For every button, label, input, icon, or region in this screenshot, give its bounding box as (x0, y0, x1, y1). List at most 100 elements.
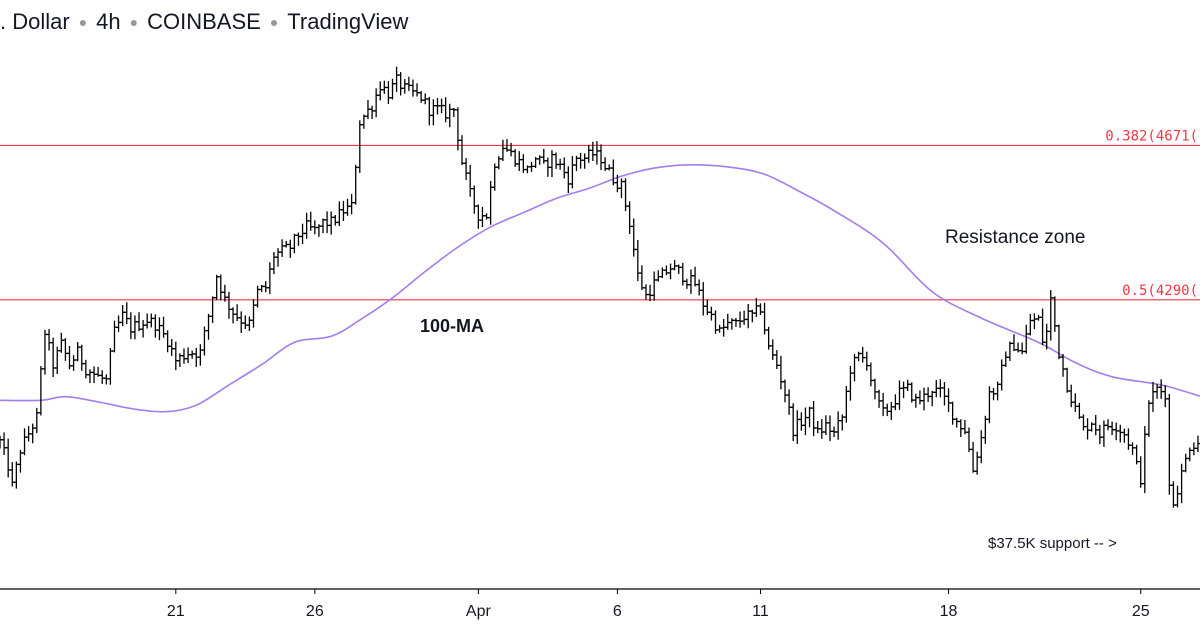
ohlc-bar (46, 329, 52, 351)
ohlc-bar (1179, 463, 1185, 504)
ohlc-bar (753, 297, 759, 317)
ohlc-bar (75, 342, 81, 362)
ohlc-bar (659, 267, 665, 278)
header-separator: ● (269, 14, 279, 30)
ohlc-bar (226, 291, 232, 319)
ohlc-bar (921, 387, 927, 411)
ohlc-bar (0, 435, 3, 449)
ohlc-bar (917, 390, 923, 405)
ohlc-bar (745, 303, 751, 329)
ohlc-bar (945, 388, 952, 413)
ohlc-bar (565, 166, 571, 194)
ohlc-bar (1011, 334, 1017, 352)
ohlc-bar (798, 412, 804, 431)
x-tick-label: 21 (167, 603, 185, 620)
ohlc-bar (774, 350, 780, 370)
ohlc-bar (982, 415, 988, 445)
ohlc-bar (1019, 342, 1025, 355)
provider-label: TradingView (287, 9, 409, 34)
ohlc-bars (0, 66, 1200, 508)
ohlc-bar (328, 211, 334, 235)
ohlc-bar (455, 107, 461, 151)
ohlc-bar (263, 281, 269, 293)
ohlc-bar (250, 299, 257, 328)
ohlc-bar (111, 320, 118, 353)
ohlc-bar (234, 304, 240, 321)
ohlc-bar (876, 389, 882, 408)
ohlc-bar (430, 99, 436, 126)
ma-100-line (0, 164, 1200, 413)
ohlc-bar (205, 313, 212, 340)
ohlc-bar (643, 284, 649, 300)
ohlc-bar (553, 152, 559, 169)
header-separator: ● (78, 14, 88, 30)
moving-average-layer (0, 164, 1200, 413)
ohlc-bar (847, 365, 854, 401)
ohlc-bar (733, 317, 739, 327)
ohlc-bar (1097, 424, 1103, 445)
interval-label[interactable]: 4h (96, 9, 121, 34)
ohlc-bar (496, 156, 502, 170)
ohlc-bar (398, 72, 404, 96)
symbol-title[interactable]: . Dollar (0, 9, 70, 34)
ohlc-bar (222, 284, 228, 302)
ohlc-bar (655, 270, 661, 282)
ohlc-bar (811, 401, 817, 437)
ohlc-bar (1109, 421, 1115, 436)
ohlc-bar (230, 307, 236, 324)
ohlc-bar (500, 139, 506, 162)
ohlc-bar (635, 239, 641, 282)
ohlc-bar (598, 144, 604, 171)
ohlc-bar (582, 153, 588, 169)
ohlc-bar (471, 185, 477, 214)
fib-levels: 0.382(4671(0.5(4290( (0, 128, 1200, 301)
ohlc-bar (50, 337, 56, 377)
ohlc-bar (725, 313, 731, 330)
ohlc-bar (700, 282, 706, 316)
ohlc-bar (165, 330, 171, 353)
ohlc-bar (708, 306, 715, 321)
ohlc-bar (357, 120, 363, 173)
chart-header: . Dollar ● 4h ● COINBASE ● TradingView (0, 4, 408, 40)
ohlc-bar (483, 213, 490, 220)
ohlc-bar (1072, 393, 1078, 412)
ohlc-bar (884, 403, 890, 417)
ohlc-bar (676, 264, 682, 274)
ohlc-bar (418, 91, 424, 103)
ohlc-bar (827, 415, 833, 442)
ohlc-bar (741, 310, 747, 325)
ohlc-bar (770, 339, 776, 360)
ohlc-bar (1068, 384, 1074, 408)
ohlc-bar (672, 259, 678, 271)
ohlc-bar (107, 348, 113, 385)
ohlc-bar (688, 269, 694, 294)
ohlc-bar (716, 324, 723, 333)
ohlc-bar (349, 194, 355, 215)
ohlc-bar (169, 339, 175, 356)
ohlc-bar (13, 461, 19, 489)
ohlc-bar (696, 279, 702, 296)
ohlc-bar (586, 144, 592, 163)
x-axis-ticks: 21 26 Apr 6 11 18 25 (167, 589, 1150, 620)
ohlc-bar (320, 218, 326, 234)
annotations: Resistance zone 100-MA $37.5K support -- > (420, 227, 1117, 552)
ohlc-bar (189, 350, 195, 359)
ohlc-bar (1117, 424, 1123, 443)
ohlc-bar (1154, 383, 1160, 399)
ohlc-bar (1187, 447, 1193, 462)
ohlc-bar (1142, 426, 1148, 494)
ohlc-bar (291, 233, 297, 254)
ohlc-bar (340, 200, 347, 221)
ohlc-bar (684, 278, 690, 289)
ohlc-bar (1003, 351, 1009, 367)
ohlc-bar (569, 156, 576, 189)
ohlc-bar (1101, 420, 1107, 447)
ohlc-bar (1084, 418, 1091, 440)
ohlc-bar (905, 379, 911, 392)
ohlc-bar (913, 393, 919, 408)
ohlc-bar (30, 423, 36, 444)
ohlc-bar (1121, 428, 1127, 443)
ohlc-bar (140, 319, 146, 338)
ohlc-bar (246, 316, 253, 331)
